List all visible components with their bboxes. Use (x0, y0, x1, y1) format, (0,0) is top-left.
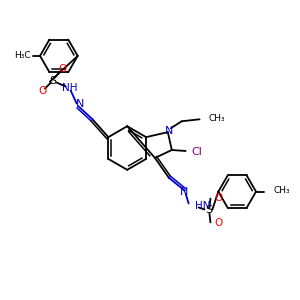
Text: O: O (39, 85, 47, 96)
Text: CH₃: CH₃ (274, 186, 290, 195)
Text: O: O (58, 64, 67, 74)
Text: O: O (214, 193, 223, 202)
Text: N: N (165, 126, 173, 136)
Text: Cl: Cl (192, 147, 203, 157)
Text: NH: NH (62, 82, 77, 93)
Text: N: N (179, 187, 188, 196)
Text: H₃C: H₃C (14, 51, 31, 60)
Text: CH₃: CH₃ (208, 114, 225, 123)
Text: O: O (214, 218, 223, 228)
Text: S: S (205, 206, 212, 215)
Text: S: S (49, 76, 56, 85)
Text: HN: HN (195, 202, 210, 212)
Text: N: N (75, 99, 84, 110)
